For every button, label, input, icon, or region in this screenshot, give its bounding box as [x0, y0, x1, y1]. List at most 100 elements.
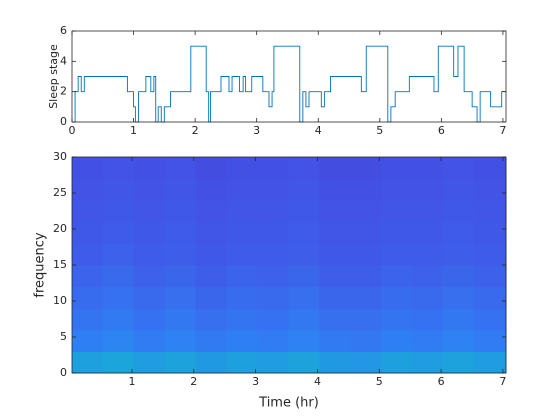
spectrogram-cell — [195, 243, 228, 266]
x-axis-label: Time (hr) — [258, 396, 319, 411]
spectrogram-cell — [350, 157, 382, 180]
spectrogram-cell — [350, 243, 382, 266]
spectrogram-cell — [226, 351, 258, 374]
spectrogram-cell — [381, 308, 413, 331]
spectrogram-cell — [102, 265, 135, 288]
spectrogram-cell — [102, 221, 135, 244]
spectrogram-cell — [72, 243, 104, 266]
spectrogram-cell — [102, 351, 135, 374]
x-tick-label: 1 — [128, 375, 135, 388]
y-axis-label: Sleep stage — [47, 44, 60, 109]
spectrogram-cell — [72, 286, 104, 309]
spectrogram-cell — [412, 308, 444, 331]
spectrogram-cell — [133, 329, 166, 352]
spectrogram-cell — [288, 157, 320, 180]
spectrogram-cell — [473, 265, 507, 288]
spectrogram-cell — [133, 178, 166, 201]
spectrogram-cell — [350, 286, 382, 309]
spectrogram-cell — [350, 308, 382, 331]
spectrogram-cell — [72, 308, 104, 331]
spectrogram-cell — [195, 200, 228, 223]
spectrogram-cell — [72, 178, 104, 201]
spectrogram-cell — [164, 265, 197, 288]
spectrogram-cell — [226, 243, 258, 266]
spectrogram-cell — [288, 286, 320, 309]
spectrogram-cell — [257, 221, 289, 244]
spectrogram-cell — [473, 329, 507, 352]
x-tick-label: 4 — [314, 375, 321, 388]
spectrogram-cell — [164, 329, 197, 352]
spectrogram-cell — [257, 157, 289, 180]
spectrogram-cell — [442, 351, 475, 374]
spectrogram-cell — [133, 221, 166, 244]
spectrogram-cell — [412, 329, 444, 352]
spectrogram-cell — [473, 157, 507, 180]
spectrogram-cell — [442, 265, 475, 288]
spectrogram-cell — [412, 200, 444, 223]
y-tick-label: 30 — [53, 150, 67, 163]
spectrogram-cell — [473, 178, 507, 201]
spectrogram-cell — [288, 200, 320, 223]
spectrogram-cell — [164, 221, 197, 244]
spectrogram-cell — [164, 286, 197, 309]
spectrogram-cell — [319, 200, 351, 223]
spectrogram-cell — [473, 243, 507, 266]
x-tick-label: 5 — [376, 375, 383, 388]
spectrogram-cell — [257, 308, 289, 331]
spectrogram-cell — [226, 200, 258, 223]
spectrogram-cell — [133, 243, 166, 266]
spectrogram-cell — [72, 329, 104, 352]
spectrogram-cell — [442, 243, 475, 266]
spectrogram-cell — [381, 221, 413, 244]
spectrogram-cell — [412, 221, 444, 244]
spectrogram-cell — [412, 157, 444, 180]
spectrogram-cell — [319, 243, 351, 266]
y-tick-label: 4 — [60, 54, 67, 67]
spectrogram-cell — [442, 178, 475, 201]
x-tick-label: 0 — [69, 124, 76, 137]
spectrogram-cell — [350, 178, 382, 201]
spectrogram-cell — [164, 200, 197, 223]
x-tick-label: 2 — [190, 375, 197, 388]
spectrogram-cell — [102, 178, 135, 201]
x-tick-label: 2 — [192, 124, 199, 137]
spectrogram-cell — [226, 221, 258, 244]
spectrogram-cell — [72, 221, 104, 244]
spectrogram-cell — [319, 329, 351, 352]
spectrogram-cell — [226, 308, 258, 331]
spectrogram-cell — [226, 178, 258, 201]
x-tick-label: 7 — [499, 124, 506, 137]
spectrogram-cell — [257, 351, 289, 374]
x-tick-label: 6 — [438, 124, 445, 137]
spectrogram-cell — [288, 221, 320, 244]
spectrogram-cell — [195, 178, 228, 201]
spectrogram-cell — [102, 329, 135, 352]
spectrogram-cell — [102, 157, 135, 180]
spectrogram-cell — [195, 351, 228, 374]
y-tick-label: 0 — [60, 366, 67, 379]
spectrogram-cell — [133, 286, 166, 309]
spectrogram-cell — [319, 157, 351, 180]
spectrogram-cell — [257, 329, 289, 352]
spectrogram-cell — [164, 157, 197, 180]
spectrogram-cell — [442, 286, 475, 309]
spectrogram-cell — [195, 265, 228, 288]
spectrogram-cell — [102, 308, 135, 331]
spectrogram-cell — [350, 351, 382, 374]
spectrogram-cell — [442, 157, 475, 180]
spectrogram-cell — [381, 157, 413, 180]
spectrogram-cell — [195, 286, 228, 309]
y-tick-label: 6 — [60, 24, 67, 37]
spectrogram-cell — [102, 286, 135, 309]
spectrogram-cell — [442, 308, 475, 331]
spectrogram-cell — [473, 200, 507, 223]
x-tick-label: 7 — [499, 375, 506, 388]
spectrogram-cell — [72, 351, 104, 374]
x-tick-label: 5 — [376, 124, 383, 137]
spectrogram-cell — [257, 178, 289, 201]
spectrogram-cell — [288, 243, 320, 266]
spectrogram-cell — [319, 351, 351, 374]
spectrogram-cell — [350, 329, 382, 352]
spectrogram-cell — [133, 265, 166, 288]
spectrogram-cell — [350, 200, 382, 223]
